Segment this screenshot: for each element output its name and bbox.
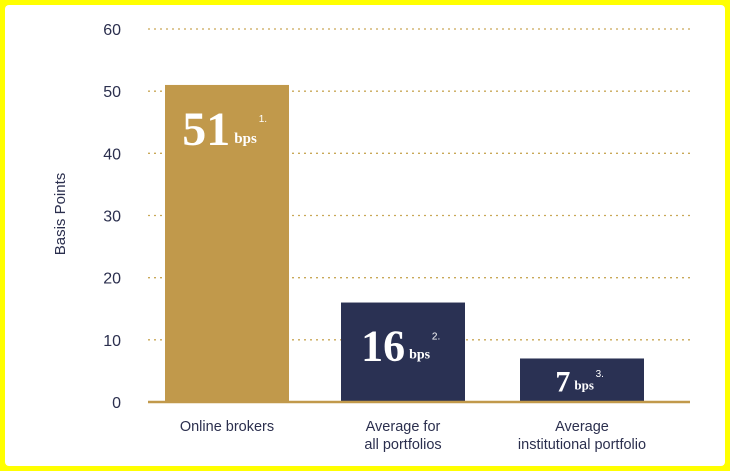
y-tick-label: 0 <box>112 395 121 412</box>
x-category-line: Online brokers <box>180 419 274 435</box>
x-category-line: all portfolios <box>364 437 441 453</box>
data-label-value: 7 <box>555 365 570 398</box>
data-label-value: 51 <box>182 103 230 156</box>
x-category-line: Average for <box>366 419 441 435</box>
x-category-line: institutional portfolio <box>518 437 646 453</box>
bar <box>341 302 465 402</box>
x-category-label: Online brokers <box>180 419 274 435</box>
x-category-label: Average institutional portfolio <box>518 419 646 453</box>
x-category-label: Average for all portfolios <box>364 419 441 453</box>
data-label-footnote: 1. <box>259 114 267 125</box>
data-label-footnote: 3. <box>596 369 604 380</box>
bar <box>165 84 289 402</box>
y-axis-label: Basis Points <box>52 173 69 256</box>
x-axis-categories: Online brokers Average for all portfoliosA… <box>180 419 646 453</box>
y-tick-label: 40 <box>103 146 121 163</box>
y-axis-ticks: 0 10 20 30 40 50 60 <box>103 22 121 412</box>
x-category-line: Average <box>555 419 609 435</box>
data-label-unit: bps <box>574 377 594 392</box>
y-tick-label: 20 <box>103 271 121 288</box>
chart-frame: 0 10 20 30 40 50 60 Basis Points 51 bps 1. 16 bps 2… <box>5 5 725 466</box>
y-tick-label: 60 <box>103 22 121 39</box>
y-tick-label: 50 <box>103 84 121 101</box>
data-label-unit: bps <box>234 131 257 147</box>
data-label-value: 16 <box>361 322 405 371</box>
y-tick-label: 10 <box>103 333 121 350</box>
data-label-footnote: 2. <box>432 331 440 342</box>
bar <box>520 358 644 402</box>
y-tick-label: 30 <box>103 209 121 226</box>
data-label-unit: bps <box>409 348 431 363</box>
